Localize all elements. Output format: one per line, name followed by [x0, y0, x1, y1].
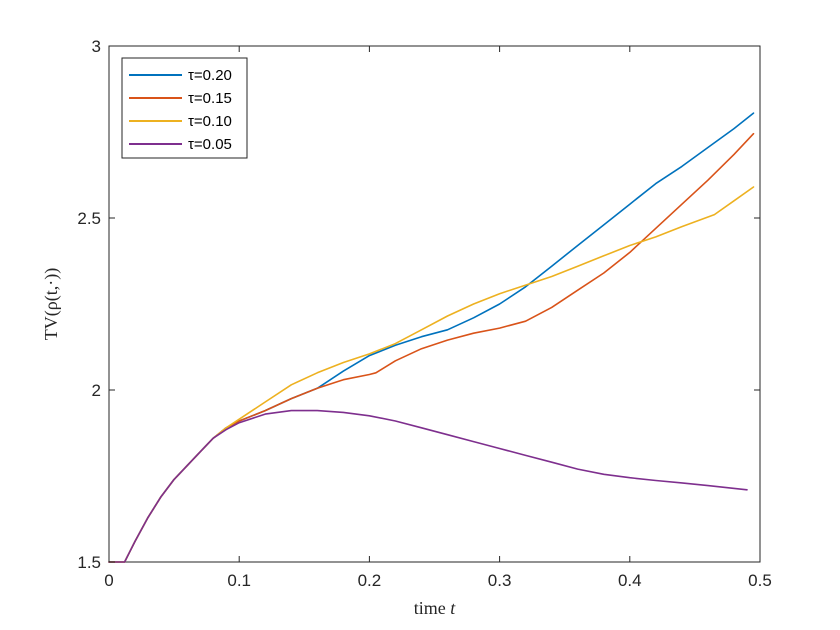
y-tick-label: 2 [92, 381, 101, 400]
legend-entry-label: τ=0.20 [188, 67, 232, 84]
x-tick-label: 0.1 [227, 571, 251, 590]
y-axis-label: TV(ρ(t,·)) [41, 268, 62, 340]
x-tick-label: 0.4 [618, 571, 642, 590]
x-tick-label: 0 [104, 571, 113, 590]
y-tick-label: 3 [92, 37, 101, 56]
legend-entry-label: τ=0.05 [188, 136, 232, 153]
ticks-layer: 0 0.1 0.2 0.3 0.4 0.5 1.5 2 2.5 3 [77, 37, 771, 590]
series-line-4 [108, 409, 748, 563]
x-axis-label-var: t [450, 598, 456, 618]
x-axis-label: time t [414, 598, 457, 618]
y-tick-label: 1.5 [77, 553, 101, 572]
x-axis-label-word: time [414, 598, 451, 618]
legend: τ=0.20 τ=0.15 τ=0.10 τ=0.05 [121, 57, 248, 159]
x-tick-label: 0.2 [358, 571, 382, 590]
x-tick-label: 0.5 [748, 571, 772, 590]
legend-entry-label: τ=0.10 [188, 113, 232, 130]
series-layer [108, 112, 755, 563]
legend-entry-label: τ=0.15 [188, 90, 232, 107]
y-tick-label: 2.5 [77, 209, 101, 228]
x-tick-label: 0.3 [488, 571, 512, 590]
